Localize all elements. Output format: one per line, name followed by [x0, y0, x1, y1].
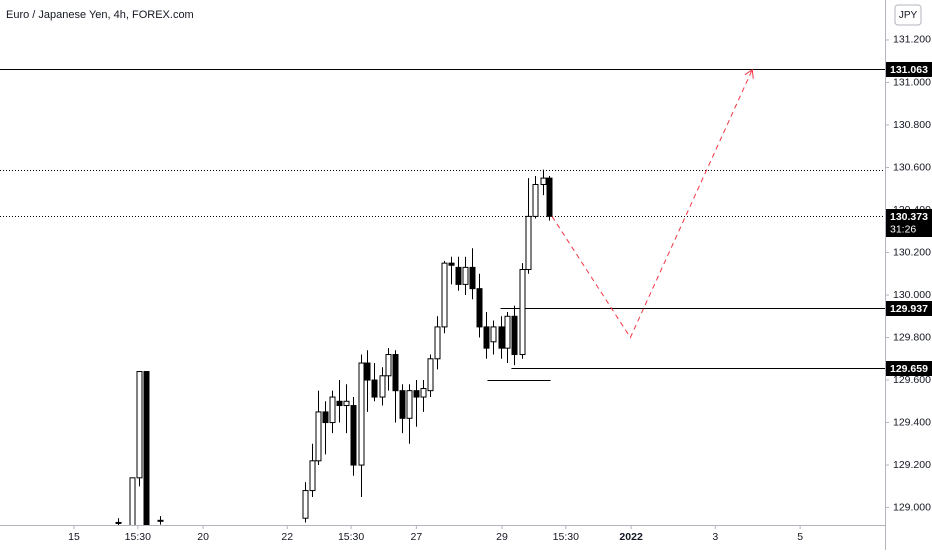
candle-body	[136, 371, 143, 479]
x-tick-label: 27	[411, 531, 423, 543]
candle-body	[469, 266, 476, 290]
candle-body	[448, 262, 455, 266]
candle-body	[302, 490, 309, 519]
y-tick-label: 129.400	[893, 416, 931, 428]
x-tick-label: 15	[68, 531, 80, 543]
candle-body	[434, 326, 441, 360]
candle-body	[350, 405, 357, 466]
candle-body	[546, 177, 553, 217]
candle-body	[511, 315, 518, 356]
x-tick-label: 15:30	[338, 531, 364, 543]
x-tick-label: 15:30	[553, 531, 579, 543]
candle-body	[129, 477, 136, 525]
candle-body	[455, 266, 462, 285]
candle-body	[441, 262, 448, 328]
candle-body	[358, 362, 365, 466]
y-tick-label: 129.600	[893, 374, 931, 386]
x-tick-label: 2022	[619, 531, 643, 543]
currency-box[interactable]	[894, 4, 922, 26]
candle-body	[157, 519, 164, 522]
y-tick-label: 130.200	[893, 246, 931, 258]
currency-label[interactable]: JPY	[899, 10, 918, 21]
projection-arrowhead	[744, 68, 754, 79]
candle-body	[343, 400, 350, 407]
y-tick-label: 131.000	[893, 76, 931, 88]
x-tick-label: 22	[281, 531, 293, 543]
candle-body	[504, 315, 511, 349]
candle-body	[532, 183, 539, 217]
y-tick-label: 130.000	[893, 289, 931, 301]
candle-body	[329, 396, 336, 424]
candle-body	[364, 362, 371, 381]
candle-body	[540, 177, 547, 185]
y-tick-label: 131.200	[893, 34, 931, 46]
price-badge	[886, 209, 932, 237]
candle-body	[427, 358, 434, 392]
plot-area	[0, 68, 885, 525]
candle-body	[406, 390, 413, 419]
candle-body	[322, 411, 329, 424]
x-tick-label: 15:30	[125, 531, 151, 543]
price-badge-label: 131.063	[890, 64, 928, 76]
y-tick-label: 129.800	[893, 331, 931, 343]
candle-body	[483, 326, 490, 349]
candle-body	[336, 400, 343, 407]
x-tick-label: 3	[712, 531, 718, 543]
candle-body	[392, 354, 399, 392]
candle-body	[399, 390, 406, 419]
x-tick-label: 20	[197, 531, 209, 543]
candle-body	[385, 354, 392, 377]
countdown-label: 31:26	[890, 223, 916, 235]
candle-body	[379, 375, 386, 398]
candle-body	[413, 390, 420, 398]
candle-body	[462, 266, 469, 285]
projection-path	[551, 69, 753, 339]
x-tick-label: 5	[797, 531, 803, 543]
candle-body	[490, 326, 497, 343]
candle-body	[315, 411, 322, 462]
price-badge	[886, 361, 932, 376]
price-badge	[886, 301, 932, 316]
candle-body	[420, 388, 427, 398]
candle-body	[519, 269, 526, 356]
price-badge	[886, 62, 932, 77]
y-tick-label: 129.000	[893, 501, 931, 513]
candle-body	[309, 460, 316, 492]
candle-body	[371, 379, 378, 398]
candle-body	[498, 326, 505, 349]
candle-body	[525, 215, 532, 271]
chart-title: Euro / Japanese Yen, 4h, FOREX.com	[6, 9, 194, 21]
price-badge-label: 129.659	[890, 363, 928, 375]
price-badge-label: 130.373	[890, 211, 928, 223]
candle-body	[115, 521, 122, 524]
axes: 129.000 129.200 129.400 129.600 129.800 130.0…	[68, 34, 932, 543]
y-tick-label: 129.200	[893, 459, 931, 471]
price-badge-label: 129.937	[890, 303, 928, 315]
candle-body	[476, 288, 483, 328]
y-tick-label: 130.800	[893, 119, 931, 131]
x-tick-label: 29	[496, 531, 508, 543]
candle-body	[143, 371, 150, 525]
y-tick-label: 130.600	[893, 161, 931, 173]
